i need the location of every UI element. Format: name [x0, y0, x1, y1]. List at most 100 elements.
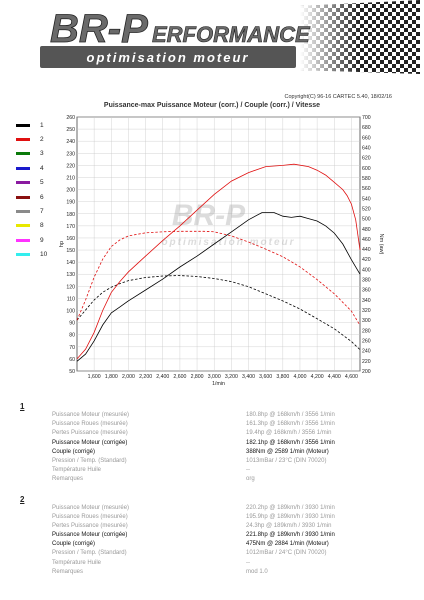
- result-label: Puissance Roues (mesurée): [52, 421, 128, 428]
- result-row: Puissance Roues (mesurée) 195.9hp @ 189km…: [20, 513, 410, 522]
- y-left-tick-label: 160: [66, 236, 75, 242]
- y-right-tick-label: 200: [362, 369, 371, 375]
- legend-item: 10: [16, 248, 52, 262]
- x-tick-label: 3,000: [208, 374, 221, 380]
- legend-item: 8: [16, 219, 52, 233]
- y-right-tick-label: 340: [362, 298, 371, 304]
- watermark-tagline: optimisation moteur: [161, 237, 295, 248]
- legend-swatch: [16, 253, 30, 257]
- result-value: 475Nm @ 2884 1/min (Moteur): [246, 541, 329, 548]
- legend-swatch: [16, 181, 30, 185]
- y-right-tick-label: 420: [362, 257, 371, 263]
- copyright-text: Copyright(C) 96-16 CARTEC 5.40, 18/02/16: [284, 94, 392, 100]
- x-tick-label: 4,000: [293, 374, 306, 380]
- y-left-tick-label: 90: [69, 321, 75, 327]
- result-value: 221.8hp @ 189km/h / 3930 1/min: [246, 532, 335, 539]
- y-left-tick-label: 80: [69, 333, 75, 339]
- result-row: Puissance Moteur (corrigée) 182.1hp @ 168…: [20, 439, 410, 448]
- plot-area: [76, 116, 361, 372]
- brand-logo: optimisation moteur BR-P ERFORMANCE: [40, 0, 420, 74]
- x-tick-label: 2,000: [122, 374, 135, 380]
- y-right-tick-label: 540: [362, 196, 371, 202]
- result-label: Remarques: [52, 476, 84, 483]
- legend-item: 5: [16, 176, 52, 190]
- y-right-tick-label: 380: [362, 278, 371, 284]
- legend-swatch: [16, 210, 30, 214]
- y-right-tick-label: 220: [362, 359, 371, 365]
- y-right-tick-label: 560: [362, 186, 371, 192]
- y-left-tick-label: 210: [66, 175, 75, 181]
- result-label: Couple (corrigé): [52, 541, 96, 548]
- result-row: Couple (corrigé) 475Nm @ 2884 1/min (Mote…: [20, 540, 410, 549]
- legend-swatch: [16, 238, 30, 242]
- result-row: Pression / Temp. (Standard) 1013mBar / 23…: [20, 457, 410, 466]
- y-left-tick-label: 130: [66, 272, 75, 278]
- result-row: Température Huile --: [20, 559, 410, 568]
- y-left-tick-label: 60: [69, 357, 75, 363]
- y-left-tick-label: 240: [66, 139, 75, 145]
- legend-label: 9: [40, 236, 44, 244]
- legend-label: 5: [40, 179, 44, 187]
- y-right-tick-label: 660: [362, 135, 371, 141]
- y-left-tick-label: 70: [69, 345, 75, 351]
- y-right-tick-label: 620: [362, 156, 371, 162]
- result-value: --: [246, 467, 250, 474]
- legend-item: 7: [16, 204, 52, 218]
- watermark-logo: BR-P: [172, 199, 246, 232]
- result-label: Puissance Moteur (mesurée): [52, 504, 130, 511]
- legend-swatch: [16, 224, 30, 228]
- result-value: --: [246, 559, 250, 566]
- y-right-tick-label: 280: [362, 328, 371, 334]
- result-value: org: [246, 476, 255, 483]
- checkered-flag: [300, 0, 420, 74]
- y-right-tick-label: 320: [362, 308, 371, 314]
- x-tick-label: 2,600: [173, 374, 186, 380]
- x-tick-label: 2,200: [139, 374, 152, 380]
- logo-tagline: optimisation moteur: [87, 50, 250, 65]
- y-left-tick-label: 190: [66, 200, 75, 206]
- result-value: 182.1hp @ 168km/h / 3556 1/min: [246, 439, 335, 446]
- y-right-tick-label: 460: [362, 237, 371, 243]
- y-left-tick-label: 260: [66, 115, 75, 121]
- series-line-2-dashed: [76, 230, 361, 326]
- y-left-tick-label: 230: [66, 151, 75, 157]
- y-right-tick-label: 360: [362, 288, 371, 294]
- legend: 1 2 3 4 5 6 7 8 9 10: [16, 118, 52, 262]
- y-left-tick-label: 100: [66, 309, 75, 315]
- x-tick-label: 3,600: [259, 374, 272, 380]
- x-axis-label: 1/min: [212, 381, 225, 387]
- result-value: mod 1.0: [246, 568, 268, 575]
- result-label: Température Huile: [52, 467, 102, 474]
- legend-swatch: [16, 195, 30, 199]
- result-label: Puissance Roues (mesurée): [52, 513, 128, 520]
- result-row: Pression / Temp. (Standard) 1012mBar / 24…: [20, 549, 410, 558]
- legend-swatch: [16, 152, 30, 156]
- dyno-chart: 50 60 70 80 90 100 110 120 130 140 150 160 170 180 190…: [59, 115, 384, 387]
- result-value: 19.4hp @ 168km/h / 3556 1/min: [246, 430, 332, 437]
- y-left-tick-label: 140: [66, 260, 75, 266]
- y-right-tick-label: 300: [362, 318, 371, 324]
- result-label: Couple (corrigé): [52, 448, 96, 455]
- result-value: 180.8hp @ 168km/h / 3556 1/min: [246, 412, 335, 418]
- result-label: Pression / Temp. (Standard): [52, 457, 127, 464]
- result-row: Couple (corrigé) 388Nm @ 2589 1/min (Mote…: [20, 448, 410, 457]
- x-tick-label: 4,200: [311, 374, 324, 380]
- result-label: Pression / Temp. (Standard): [52, 550, 127, 557]
- result-row: Remarques org: [20, 475, 410, 484]
- series-line-2-solid: [76, 163, 361, 360]
- x-tick-label: 4,400: [328, 374, 341, 380]
- result-label: Température Huile: [52, 559, 102, 566]
- chart-title: Puissance-max Puissance Moteur (corr.) /…: [103, 102, 321, 109]
- y-right-tick-label: 260: [362, 339, 371, 345]
- y-left-tick-label: 250: [66, 127, 75, 133]
- result-row: Puissance Moteur (mesurée) 220.2hp @ 189k…: [20, 504, 410, 513]
- legend-item: 3: [16, 147, 52, 161]
- legend-label: 2: [40, 136, 44, 144]
- result-row: Remarques mod 1.0: [20, 568, 410, 577]
- series-line-1-dashed: [76, 275, 361, 350]
- logo-tail: ERFORMANCE: [152, 22, 311, 47]
- y-right-tick-label: 400: [362, 267, 371, 273]
- x-tick-label: 3,200: [225, 374, 238, 380]
- legend-swatch: [16, 166, 30, 170]
- legend-swatch: [16, 123, 30, 127]
